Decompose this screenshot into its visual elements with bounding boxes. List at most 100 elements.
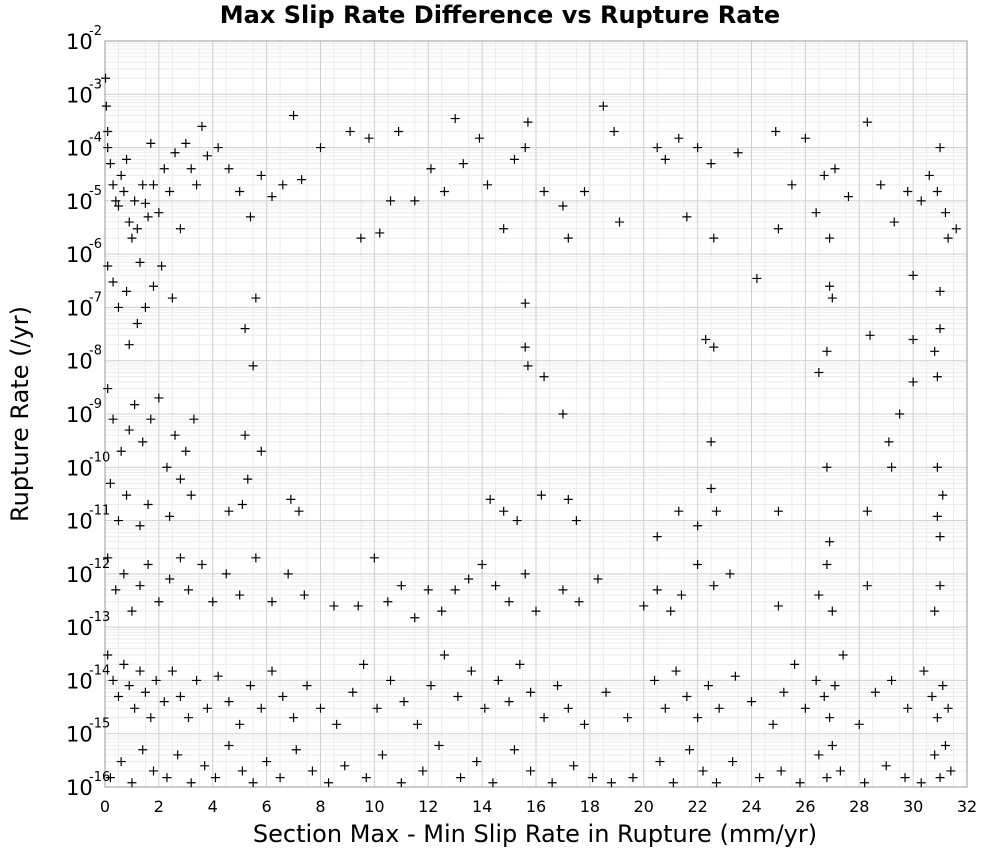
data-point	[504, 697, 514, 707]
data-point	[157, 261, 167, 271]
data-point	[822, 346, 832, 356]
data-point	[175, 553, 185, 563]
data-point	[116, 446, 126, 456]
data-point	[167, 666, 177, 676]
data-point	[571, 516, 581, 526]
data-point	[870, 687, 880, 697]
data-point	[747, 697, 756, 707]
data-point	[515, 659, 525, 669]
data-point	[105, 773, 115, 783]
data-point	[862, 581, 872, 591]
data-point	[256, 446, 266, 456]
data-point	[943, 703, 953, 713]
data-point	[940, 741, 950, 751]
data-point	[151, 675, 161, 685]
data-point	[224, 506, 234, 516]
data-point	[135, 581, 145, 591]
data-point	[224, 741, 234, 751]
data-point	[377, 750, 387, 760]
data-point	[170, 148, 180, 158]
data-point	[113, 302, 123, 312]
y-tick-label: 10-6	[66, 237, 102, 267]
data-point	[790, 659, 800, 669]
data-point	[711, 778, 721, 788]
data-point	[787, 180, 797, 190]
data-point	[935, 532, 945, 542]
data-point	[709, 581, 719, 591]
data-point	[200, 761, 210, 771]
data-point	[685, 745, 695, 755]
data-point	[919, 666, 929, 676]
data-point	[439, 650, 449, 660]
data-point	[822, 773, 832, 783]
data-point	[480, 703, 490, 713]
data-point	[224, 164, 234, 174]
data-point	[197, 121, 207, 131]
data-point	[623, 713, 633, 723]
data-point	[563, 233, 573, 243]
y-tick-label: 10-15	[66, 717, 110, 747]
data-point	[175, 474, 185, 484]
data-point	[526, 687, 536, 697]
x-tick-label: 22	[687, 797, 707, 816]
y-tick-base: 10	[66, 616, 93, 640]
data-point	[103, 553, 113, 563]
data-point	[132, 318, 142, 328]
data-point	[302, 681, 312, 691]
data-point	[935, 324, 945, 334]
data-point	[251, 293, 261, 303]
data-point	[588, 773, 598, 783]
data-point	[124, 340, 134, 350]
data-point	[908, 377, 918, 387]
data-point	[103, 127, 113, 137]
data-point	[558, 201, 568, 211]
data-point	[307, 766, 317, 776]
data-point	[827, 293, 837, 303]
data-point	[485, 494, 495, 504]
data-point	[113, 516, 123, 526]
data-point	[830, 164, 840, 174]
y-tick-base: 10	[66, 563, 93, 587]
data-point	[345, 127, 355, 137]
x-tick-label: 16	[526, 797, 546, 816]
data-point	[865, 330, 875, 340]
y-tick-label: 10-16	[66, 770, 110, 800]
data-point	[491, 581, 501, 591]
data-point	[895, 409, 905, 419]
data-point	[932, 462, 942, 472]
y-tick-label: 10-14	[66, 663, 110, 693]
x-tick-label: 26	[795, 797, 815, 816]
data-point	[711, 506, 721, 516]
data-point	[294, 506, 304, 516]
data-point	[278, 180, 288, 190]
data-point	[843, 192, 853, 202]
data-point	[210, 773, 220, 783]
data-point	[127, 778, 137, 788]
data-point	[499, 224, 509, 234]
data-point	[410, 613, 420, 623]
data-point	[132, 224, 142, 234]
data-point	[768, 719, 778, 729]
data-point	[693, 713, 703, 723]
data-point	[148, 766, 158, 776]
data-point	[725, 569, 735, 579]
y-tick-exponent: -12	[89, 557, 110, 572]
y-tick-label: 10-13	[66, 610, 110, 640]
data-point	[108, 414, 118, 424]
data-point	[437, 606, 447, 616]
data-point	[173, 750, 183, 760]
y-tick-base: 10	[66, 83, 93, 107]
data-point	[822, 462, 832, 472]
data-point	[520, 298, 530, 308]
y-tick-exponent: -15	[89, 717, 110, 732]
data-point	[316, 703, 325, 713]
data-point	[245, 212, 255, 222]
data-point	[130, 400, 140, 410]
data-point	[278, 691, 288, 701]
data-point	[779, 687, 789, 697]
data-point	[889, 217, 899, 227]
y-tick-exponent: -5	[89, 184, 102, 199]
data-point	[450, 585, 460, 595]
data-point	[609, 127, 619, 137]
